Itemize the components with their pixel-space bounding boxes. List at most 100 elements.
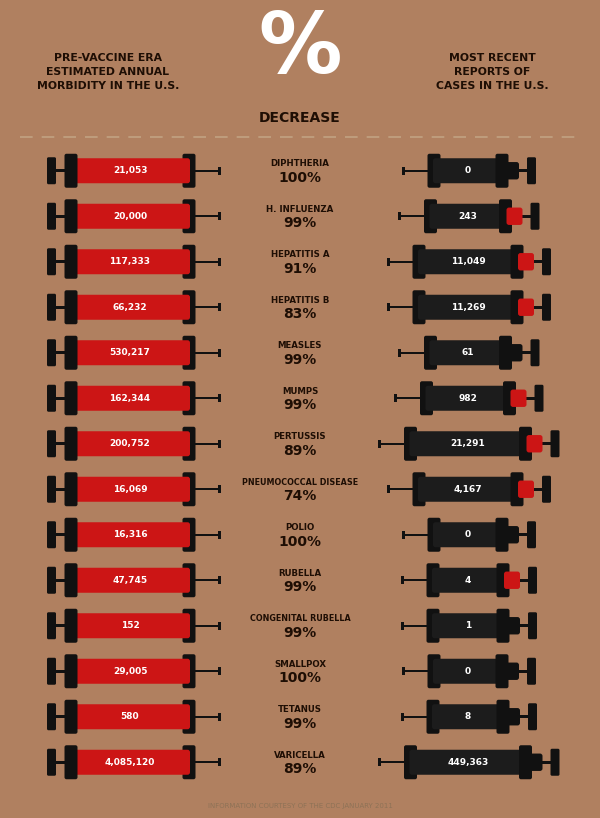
FancyBboxPatch shape: [528, 567, 537, 594]
Bar: [517, 715, 530, 718]
Bar: [55, 624, 67, 627]
FancyBboxPatch shape: [182, 335, 196, 370]
Bar: [394, 398, 422, 399]
FancyBboxPatch shape: [425, 386, 511, 411]
FancyBboxPatch shape: [527, 658, 536, 685]
FancyBboxPatch shape: [504, 572, 520, 589]
FancyBboxPatch shape: [413, 245, 425, 279]
Bar: [378, 762, 406, 763]
Text: 16,069: 16,069: [113, 485, 148, 494]
Bar: [520, 215, 532, 218]
FancyBboxPatch shape: [511, 472, 523, 506]
FancyBboxPatch shape: [511, 290, 523, 324]
Text: 16,316: 16,316: [113, 530, 148, 539]
FancyBboxPatch shape: [70, 386, 190, 411]
FancyBboxPatch shape: [182, 472, 196, 506]
FancyBboxPatch shape: [70, 477, 190, 501]
FancyBboxPatch shape: [503, 381, 516, 416]
Bar: [218, 712, 221, 721]
Text: HEPATITIS A: HEPATITIS A: [271, 250, 329, 259]
FancyBboxPatch shape: [528, 703, 537, 730]
FancyBboxPatch shape: [65, 245, 77, 279]
FancyBboxPatch shape: [47, 248, 56, 275]
Text: 8: 8: [465, 712, 471, 721]
Text: 243: 243: [458, 212, 478, 221]
FancyBboxPatch shape: [430, 204, 506, 229]
FancyBboxPatch shape: [47, 430, 56, 457]
Bar: [55, 351, 67, 354]
Text: CONGENITAL RUBELLA: CONGENITAL RUBELLA: [250, 614, 350, 623]
Bar: [394, 394, 397, 402]
Text: DIPHTHERIA: DIPHTHERIA: [271, 160, 329, 169]
Text: 74%: 74%: [283, 489, 317, 503]
FancyBboxPatch shape: [503, 663, 519, 680]
FancyBboxPatch shape: [65, 609, 77, 643]
Bar: [55, 443, 67, 445]
Text: 100%: 100%: [278, 672, 322, 685]
Bar: [378, 440, 381, 447]
Bar: [193, 762, 221, 763]
Text: 117,333: 117,333: [110, 257, 151, 266]
FancyBboxPatch shape: [65, 745, 77, 780]
FancyBboxPatch shape: [424, 335, 437, 370]
Bar: [401, 622, 404, 630]
Text: INFORMATION COURTESY OF THE CDC JANUARY 2011: INFORMATION COURTESY OF THE CDC JANUARY …: [208, 803, 392, 809]
Bar: [401, 579, 428, 582]
Text: 61: 61: [462, 348, 474, 357]
Text: SMALLPOX: SMALLPOX: [274, 660, 326, 669]
Text: PNEUMOCOCCAL DISEASE: PNEUMOCOCCAL DISEASE: [242, 478, 358, 487]
Bar: [55, 715, 67, 718]
FancyBboxPatch shape: [427, 564, 439, 597]
FancyBboxPatch shape: [70, 431, 190, 456]
Text: 99%: 99%: [283, 398, 317, 412]
Text: 162,344: 162,344: [109, 393, 151, 402]
Text: 0: 0: [465, 667, 471, 676]
Text: 99%: 99%: [283, 216, 317, 230]
Text: 1: 1: [465, 621, 471, 630]
Bar: [55, 397, 67, 400]
FancyBboxPatch shape: [503, 162, 519, 179]
Text: H. INFLUENZA: H. INFLUENZA: [266, 204, 334, 213]
FancyBboxPatch shape: [418, 249, 518, 274]
Text: 449,363: 449,363: [448, 757, 488, 766]
FancyBboxPatch shape: [65, 335, 77, 370]
FancyBboxPatch shape: [432, 568, 504, 593]
FancyBboxPatch shape: [530, 339, 539, 366]
FancyBboxPatch shape: [497, 699, 509, 734]
FancyBboxPatch shape: [47, 203, 56, 230]
FancyBboxPatch shape: [518, 253, 534, 271]
Bar: [401, 170, 430, 172]
Text: 0: 0: [465, 530, 471, 539]
Bar: [193, 170, 221, 172]
Text: 99%: 99%: [283, 580, 317, 594]
FancyBboxPatch shape: [527, 753, 542, 771]
Bar: [218, 167, 221, 175]
FancyBboxPatch shape: [542, 476, 551, 503]
Text: 11,049: 11,049: [451, 257, 485, 266]
FancyBboxPatch shape: [542, 248, 551, 275]
Bar: [218, 440, 221, 447]
Bar: [401, 576, 404, 584]
FancyBboxPatch shape: [70, 658, 190, 684]
FancyBboxPatch shape: [551, 430, 560, 457]
Text: 99%: 99%: [283, 353, 317, 366]
Bar: [55, 169, 67, 173]
FancyBboxPatch shape: [427, 609, 439, 643]
Text: 47,745: 47,745: [112, 576, 148, 585]
Bar: [218, 576, 221, 584]
Text: 11,269: 11,269: [451, 303, 485, 312]
FancyBboxPatch shape: [47, 294, 56, 321]
FancyBboxPatch shape: [511, 245, 523, 279]
Text: 20,000: 20,000: [113, 212, 147, 221]
Bar: [55, 761, 67, 764]
FancyBboxPatch shape: [65, 154, 77, 188]
Text: 89%: 89%: [283, 762, 317, 776]
Bar: [540, 443, 552, 445]
Text: 89%: 89%: [283, 443, 317, 458]
FancyBboxPatch shape: [404, 427, 417, 461]
Bar: [517, 670, 529, 672]
FancyBboxPatch shape: [433, 158, 503, 183]
FancyBboxPatch shape: [496, 154, 509, 188]
Text: 21,291: 21,291: [451, 439, 485, 448]
FancyBboxPatch shape: [499, 200, 512, 233]
